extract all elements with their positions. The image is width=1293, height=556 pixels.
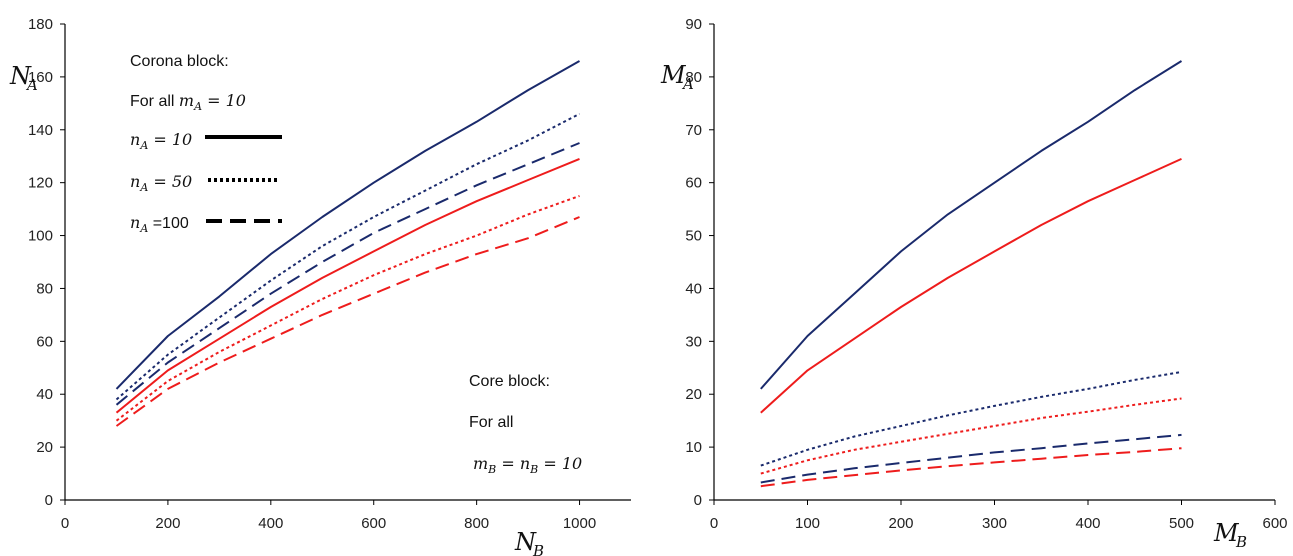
right-x-tick-label: 0 <box>710 515 718 532</box>
left-x-tick-label: 0 <box>61 515 69 532</box>
left-xlabel-main: N <box>514 528 537 556</box>
right-y-tick-label: 90 <box>685 16 702 33</box>
left-y-tick-label: 0 <box>45 492 53 509</box>
legend-entry-1: nA = 10 <box>130 130 282 152</box>
left-x-axis-label: N B <box>514 528 544 556</box>
core-mid: = <box>496 454 520 473</box>
legend-2-var: n <box>130 172 140 191</box>
left-ylabel-main: N <box>9 62 32 90</box>
right-x-tick-label: 600 <box>1262 515 1287 532</box>
corona-line1-sub: A <box>193 100 202 113</box>
right-series-red-dashed-line <box>760 447 1182 488</box>
left-x-tick-label: 800 <box>464 515 489 532</box>
core-line1: For all <box>469 414 513 431</box>
left-x-tick-label: 600 <box>361 515 386 532</box>
right-x-tick-label: 200 <box>888 515 913 532</box>
right-y-tick-label: 60 <box>685 175 702 192</box>
core-sub1: B <box>487 463 496 476</box>
left-series-dark-dotted-line <box>115 113 580 401</box>
right-y-tick-label: 30 <box>685 333 702 350</box>
right-x-axis-label: M B <box>1213 519 1247 551</box>
legend-1-rest: = 10 <box>148 130 192 149</box>
core-rest: = 10 <box>538 454 582 473</box>
right-x-tick-label: 400 <box>1075 515 1100 532</box>
corona-line1-rest: = 10 <box>202 91 246 110</box>
legend-label-3: nA =100 <box>130 213 189 235</box>
core-var2: n <box>520 454 530 473</box>
corona-annotation: Corona block: For all mA = 10 nA = 10 nA… <box>130 53 282 235</box>
legend-3-var: n <box>130 213 140 232</box>
right-x-tick-label: 100 <box>795 515 820 532</box>
right-y-tick-label: 10 <box>685 439 702 456</box>
legend-label-1: nA = 10 <box>130 130 192 152</box>
corona-line1-var: m <box>179 91 194 110</box>
left-series-dark-dashed-line <box>115 142 580 406</box>
right-series-dark-dotted-line <box>760 371 1182 467</box>
left-x-tick-label: 400 <box>258 515 283 532</box>
legend-3-sub: A <box>139 222 148 235</box>
left-y-tick-label: 180 <box>28 16 53 33</box>
legend-1-sub: A <box>139 139 148 152</box>
chart-left: 0 20 40 60 80 100 120 140 160 180 0 200 400 600 800 100… <box>28 16 631 532</box>
right-ylabel-sub: A <box>681 75 694 93</box>
legend-1-var: n <box>130 130 140 149</box>
left-xlabel-sub: B <box>532 542 544 556</box>
core-line2: mB = nB = 10 <box>473 454 582 476</box>
left-y-tick-label: 20 <box>36 439 53 456</box>
right-x-tick-label: 500 <box>1169 515 1194 532</box>
core-annotation: Core block: For all mB = nB = 10 <box>469 373 582 476</box>
legend-3-rest: =100 <box>148 215 189 232</box>
left-y-tick-label: 80 <box>36 280 53 297</box>
left-y-tick-label: 160 <box>28 69 53 86</box>
legend-label-2: nA = 50 <box>130 172 192 194</box>
legend-2-sub: A <box>139 181 148 194</box>
legend-entry-3: nA =100 <box>130 213 282 235</box>
right-y-tick-label: 70 <box>685 122 702 139</box>
right-series-red-dotted-line <box>760 397 1182 475</box>
core-title: Core block: <box>469 373 550 390</box>
left-y-tick-label: 40 <box>36 386 53 403</box>
left-y-tick-label: 120 <box>28 175 53 192</box>
left-y-tick-label: 100 <box>28 228 53 245</box>
right-y-axis-label: M A <box>660 61 694 93</box>
core-var1: m <box>473 454 488 473</box>
left-ylabel-sub: A <box>25 76 38 94</box>
core-sub2: B <box>529 463 538 476</box>
right-x-tick-label: 300 <box>982 515 1007 532</box>
left-x-tick-label: 200 <box>155 515 180 532</box>
right-series-dark-dashed-line <box>760 433 1182 484</box>
right-y-tick-label: 50 <box>685 228 702 245</box>
left-series-red-solid-line <box>115 157 580 414</box>
right-xlabel-sub: B <box>1235 533 1247 551</box>
corona-line1-prefix: For all <box>130 93 179 110</box>
chart-right: 0 10 20 30 40 50 60 70 80 90 0 100 200 300 400 500 600 <box>685 16 1287 532</box>
left-y-tick-label: 60 <box>36 333 53 350</box>
legend-entry-2: nA = 50 <box>130 172 280 194</box>
left-series-dark-solid-line <box>115 60 580 390</box>
corona-title: Corona block: <box>130 53 229 70</box>
right-y-tick-label: 40 <box>685 280 702 297</box>
right-xlabel-main: M <box>1213 519 1240 547</box>
left-x-tick-label: 1000 <box>563 515 596 532</box>
right-y-tick-label: 80 <box>685 69 702 86</box>
legend-2-rest: = 50 <box>148 172 192 191</box>
left-series-red-dashed-line <box>115 216 580 427</box>
corona-line1: For all mA = 10 <box>130 91 246 113</box>
left-y-tick-label: 140 <box>28 122 53 139</box>
left-series-red-dotted-line <box>115 194 580 422</box>
right-series-red-solid-line <box>760 157 1182 414</box>
right-y-tick-label: 0 <box>694 492 702 509</box>
left-y-axis-label: N A <box>9 62 38 94</box>
right-series-dark-solid-line <box>760 60 1183 390</box>
right-ylabel-main: M <box>660 61 687 89</box>
right-y-tick-label: 20 <box>685 386 702 403</box>
